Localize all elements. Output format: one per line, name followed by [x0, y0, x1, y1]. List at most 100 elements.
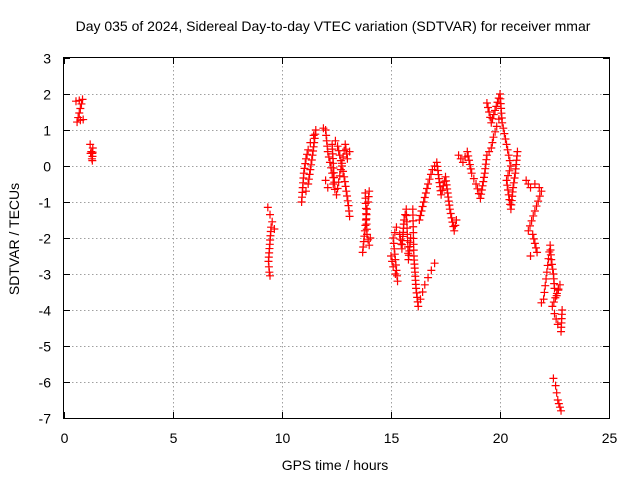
data-point	[494, 94, 503, 103]
data-point	[363, 205, 372, 214]
data-point	[503, 145, 512, 154]
data-point	[513, 147, 522, 156]
data-point	[473, 184, 482, 193]
data-point	[552, 289, 561, 298]
data-point	[450, 226, 459, 235]
x-axis: 0 5 10 15 20 25	[61, 58, 618, 446]
data-point	[446, 209, 455, 218]
data-point	[502, 140, 511, 149]
data-point	[304, 175, 313, 184]
data-point	[537, 187, 546, 196]
data-point	[530, 180, 539, 188]
data-point	[333, 184, 342, 193]
data-point	[268, 217, 277, 226]
data-point	[525, 221, 534, 230]
data-point	[535, 183, 544, 192]
data-point	[527, 216, 536, 225]
data-point	[329, 180, 338, 188]
data-point	[488, 138, 497, 147]
data-point	[414, 302, 423, 311]
data-point	[482, 151, 491, 160]
data-point	[365, 241, 374, 250]
x-tick-label: 10	[275, 430, 291, 446]
data-point	[476, 194, 485, 203]
data-point	[498, 118, 507, 127]
data-point	[427, 266, 436, 275]
data-point	[303, 150, 312, 159]
data-point	[78, 95, 87, 104]
data-point	[335, 171, 344, 180]
data-point	[503, 171, 512, 180]
y-tick-label: -3	[39, 267, 52, 283]
data-point	[487, 118, 496, 127]
data-point	[301, 159, 310, 168]
data-point	[323, 147, 332, 156]
data-point	[549, 298, 558, 307]
data-point	[505, 156, 514, 165]
data-point	[551, 293, 560, 302]
data-point	[502, 176, 511, 185]
data-point	[389, 234, 398, 242]
data-point	[489, 133, 498, 142]
data-point	[526, 183, 535, 192]
x-tick-label: 5	[170, 430, 178, 446]
chart-title: Day 035 of 2024, Sidereal Day-to-day VTE…	[76, 18, 591, 34]
data-point	[345, 212, 354, 221]
data-point	[550, 284, 559, 293]
data-point	[77, 99, 86, 108]
data-point	[503, 186, 512, 194]
data-point	[424, 273, 433, 282]
data-point	[485, 108, 494, 116]
y-tick-label: 3	[43, 51, 51, 67]
data-point	[366, 234, 375, 242]
data-point	[528, 230, 537, 239]
data-point	[469, 174, 478, 183]
data-point	[465, 160, 474, 169]
data-point	[532, 202, 541, 211]
data-point	[425, 175, 434, 184]
y-axis-title: SDTVAR / TECUs	[6, 183, 22, 295]
data-point	[548, 265, 557, 274]
data-point	[299, 169, 308, 178]
y-tick-label: 0	[43, 159, 51, 175]
y-tick-label: 2	[43, 87, 51, 103]
data-point	[418, 288, 427, 296]
data-point	[304, 180, 313, 188]
data-point	[553, 396, 562, 404]
data-point	[263, 203, 272, 212]
data-point	[466, 164, 475, 173]
data-point	[417, 207, 426, 215]
data-point	[340, 172, 349, 181]
data-point	[420, 280, 429, 289]
data-point	[529, 211, 538, 220]
data-point	[430, 259, 439, 268]
data-point	[551, 381, 560, 390]
data-point	[321, 176, 330, 185]
data-point	[341, 140, 350, 149]
y-axis: 3 2 1 0 -1 -2 -3 -4 -5 -6 -7	[39, 51, 609, 427]
x-tick-label: 25	[602, 430, 618, 446]
data-point	[547, 255, 556, 264]
data-point	[73, 118, 82, 127]
data-point	[424, 180, 433, 188]
data-point	[265, 268, 274, 277]
data-point	[308, 151, 317, 160]
data-point	[342, 187, 351, 196]
data-point	[332, 190, 341, 199]
data-point	[391, 270, 400, 278]
data-point	[478, 181, 487, 190]
data-point	[334, 178, 343, 187]
data-point	[548, 302, 557, 311]
data-point	[365, 187, 374, 196]
data-point	[458, 158, 467, 167]
data-point	[530, 239, 539, 248]
data-point	[307, 156, 316, 164]
data-point	[542, 268, 551, 277]
data-point	[554, 399, 563, 408]
data-point	[503, 181, 512, 190]
data-point	[492, 102, 501, 111]
data-point	[491, 106, 500, 115]
data-point	[557, 406, 566, 415]
data-point	[71, 97, 80, 106]
data-point	[328, 140, 337, 149]
